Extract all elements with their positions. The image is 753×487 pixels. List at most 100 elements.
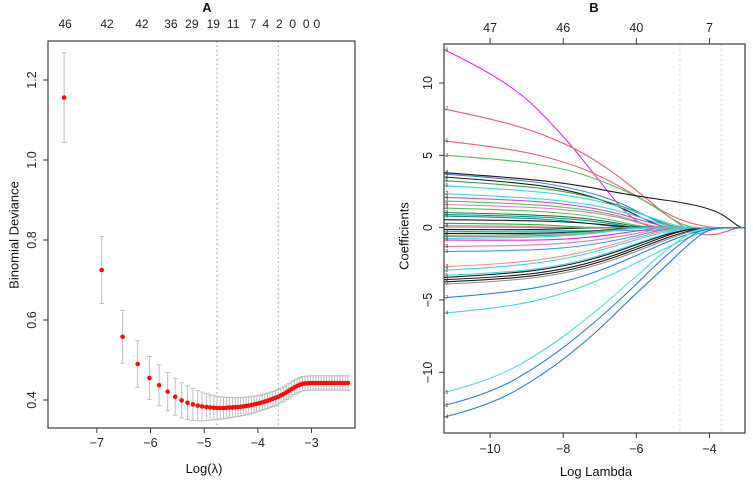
cv-point <box>135 361 140 367</box>
top-axis-label: 0 <box>303 17 310 31</box>
variable-index-label: 7 <box>446 282 449 288</box>
variable-index-label: 6 <box>446 234 449 240</box>
top-axis-label: 0 <box>314 17 321 31</box>
top-axis-label: 2 <box>276 17 283 31</box>
plot-border <box>47 40 356 429</box>
top-axis-label: 0 <box>289 17 296 31</box>
coefficient-path <box>443 185 746 229</box>
x-tick-label: −4 <box>702 442 716 456</box>
top-axis-label: 46 <box>58 17 72 31</box>
variable-index-label: 8 <box>446 170 449 176</box>
cv-point <box>207 405 213 410</box>
x-tick-label: −6 <box>629 442 643 456</box>
y-tick-label: 10 <box>421 76 435 90</box>
variable-index-label: 3 <box>446 175 449 181</box>
variable-index-label: 2 <box>446 268 449 274</box>
coefficient-path <box>443 227 746 418</box>
panel-b-title: B <box>589 0 599 15</box>
variable-index-label: 1 <box>446 403 449 409</box>
top-axis-label: 7 <box>706 21 713 35</box>
y-tick-label: 0.8 <box>25 231 39 248</box>
variable-index-label: 2 <box>446 191 449 197</box>
variable-index-label: 9 <box>446 214 449 220</box>
top-axis-label: 11 <box>227 17 240 31</box>
y-tick-label: −5 <box>421 293 435 307</box>
coefficient-path <box>443 227 746 394</box>
cv-point <box>185 400 190 406</box>
panel-a-title: A <box>202 0 212 15</box>
coefficient-path <box>443 227 746 283</box>
top-axis-label: 46 <box>556 21 570 35</box>
variable-index-label: 3 <box>446 229 449 235</box>
y-tick-label: 1.0 <box>25 151 39 168</box>
panel-b-ylabel: Coefficients <box>396 202 412 270</box>
top-axis-label: 47 <box>483 21 497 35</box>
coefficient-path <box>443 227 746 240</box>
x-tick-label: −4 <box>251 436 265 450</box>
y-tick-label: −10 <box>421 362 435 383</box>
cv-point <box>190 402 196 407</box>
variable-index-label: 6 <box>446 47 449 53</box>
cv-point <box>179 398 184 403</box>
top-axis-label: 7 <box>250 17 257 31</box>
top-axis-label: 40 <box>629 21 643 35</box>
coefficient-path <box>443 227 746 407</box>
variable-index-label: 7 <box>446 295 449 301</box>
variable-index-label: 4 <box>446 310 449 316</box>
cv-point <box>217 405 223 411</box>
variable-index-label: 8 <box>446 223 449 229</box>
variable-index-label: 4 <box>446 206 449 212</box>
coefficient-path <box>443 172 746 229</box>
variable-index-label: 5 <box>446 183 449 189</box>
top-axis-label: 4 <box>263 17 270 31</box>
top-axis-label: 19 <box>207 17 221 31</box>
coefficient-path <box>443 226 746 229</box>
variable-index-label: 3 <box>446 264 449 270</box>
variable-index-label: 3 <box>446 277 449 283</box>
top-axis-label: 42 <box>100 17 114 31</box>
panel-b-xlabel: Log Lambda <box>559 464 633 479</box>
x-tick-label: −8 <box>556 442 570 456</box>
cv-point <box>165 389 170 394</box>
cv-point <box>214 405 220 411</box>
coefficient-path <box>443 49 746 229</box>
cv-point <box>147 375 152 381</box>
variable-index-label: 5 <box>446 178 449 184</box>
variable-index-label: 2 <box>446 198 449 204</box>
cv-point <box>172 394 178 400</box>
variable-index-label: 4 <box>446 415 449 421</box>
coefficient-path <box>443 140 746 229</box>
variable-index-label: 9 <box>446 202 449 208</box>
cv-point <box>199 404 205 409</box>
y-tick-label: 1.2 <box>25 71 39 88</box>
variable-index-label: 5 <box>446 273 449 279</box>
cv-point <box>156 382 162 388</box>
y-tick-label: 0 <box>421 224 435 231</box>
coefficient-path <box>443 227 746 299</box>
coefficient-path <box>443 227 746 314</box>
panel-a-ylabel: Binomial Deviance <box>6 181 22 289</box>
coefficient-path <box>443 227 746 276</box>
variable-index-label: 3 <box>446 249 449 255</box>
cv-point <box>61 95 67 100</box>
x-tick-label: −6 <box>143 436 157 450</box>
y-tick-label: 0.4 <box>25 391 39 408</box>
top-axis-label: 29 <box>185 17 199 31</box>
y-tick-label: 5 <box>421 152 435 159</box>
coefficient-path <box>443 227 746 253</box>
cv-point <box>204 404 209 410</box>
variable-index-label: 9 <box>446 244 449 250</box>
variable-index-label: 5 <box>446 138 449 144</box>
coefficient-path <box>443 227 746 281</box>
coefficient-path <box>443 180 746 229</box>
top-axis-label: 36 <box>164 17 178 31</box>
variable-index-label: 4 <box>446 195 449 201</box>
plot-border <box>443 43 746 434</box>
panel-a-xlabel: Log(λ) <box>185 461 223 476</box>
x-tick-label: −5 <box>197 436 211 450</box>
top-axis-label: 42 <box>135 17 149 31</box>
variable-index-label: 5 <box>446 390 449 396</box>
variable-index-label: 2 <box>446 153 449 159</box>
